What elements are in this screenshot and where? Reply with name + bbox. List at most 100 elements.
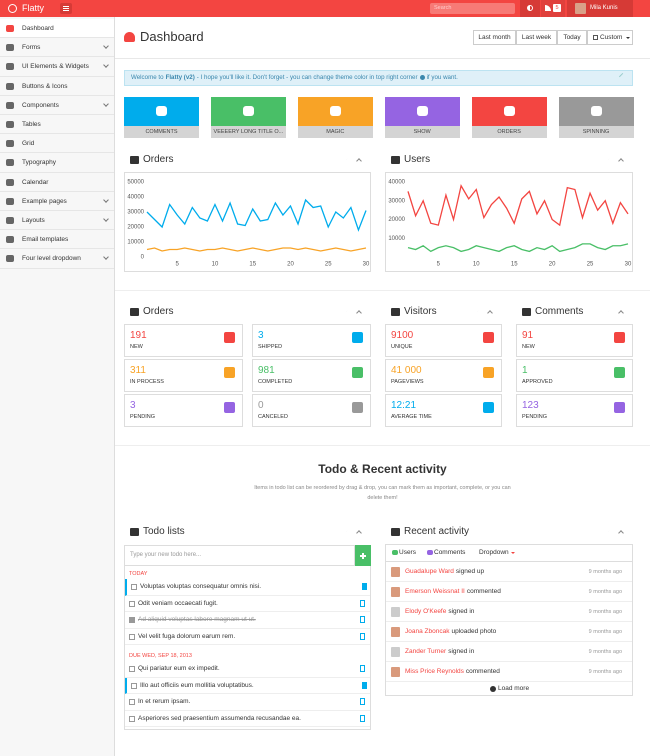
time: 9 months ago <box>588 609 622 615</box>
search-input[interactable]: Search <box>430 3 515 14</box>
stat-box: 12:21 AVERAGE TIME <box>385 394 502 427</box>
user-link[interactable]: Joana Zboncak <box>405 628 450 635</box>
panel-close[interactable] <box>606 157 611 162</box>
checkbox[interactable] <box>129 600 135 607</box>
checkbox[interactable] <box>129 617 135 623</box>
menu-toggle[interactable] <box>60 3 72 14</box>
panel-close[interactable] <box>606 529 611 534</box>
range-button[interactable]: Last week <box>516 30 557 45</box>
sidebar-item[interactable]: Grid <box>0 134 114 154</box>
tile-label: SPINNING <box>582 129 610 135</box>
activity-text: Guadalupe Ward signed up <box>405 562 575 582</box>
stat-icon <box>614 332 625 343</box>
stat-label: APPROVED <box>522 379 553 385</box>
tile[interactable]: VEEEERY LONG TITLE O... <box>210 97 286 138</box>
panel-close[interactable] <box>344 157 349 162</box>
user-link[interactable]: Elody O'Keefe <box>405 608 447 615</box>
tile[interactable]: SHOW <box>384 97 460 138</box>
x-tick-label: 15 <box>511 262 518 268</box>
checkbox[interactable] <box>129 666 135 672</box>
tile[interactable]: SPINNING <box>558 97 634 138</box>
load-more[interactable]: Load more <box>498 685 530 692</box>
stat-label: PAGEVIEWS <box>391 379 424 385</box>
user-link[interactable]: Emerson Weissnat II <box>405 588 465 595</box>
checkbox[interactable] <box>129 699 135 705</box>
brand[interactable]: Flatty <box>22 3 45 13</box>
tile[interactable]: MAGIC <box>297 97 373 138</box>
header-icon <box>124 32 135 42</box>
bookmark[interactable] <box>362 583 367 590</box>
panel-icon <box>391 156 400 164</box>
sidebar-item[interactable]: Dashboard <box>0 19 114 39</box>
sidebar-item[interactable]: Components <box>0 96 114 115</box>
tile[interactable]: ORDERS <box>471 97 547 138</box>
sidebar-label: Forms <box>22 44 41 52</box>
y-tick-label: 10000 <box>388 236 405 242</box>
range-button[interactable]: Custom <box>587 30 633 45</box>
user-link[interactable]: Guadalupe Ward <box>405 568 454 575</box>
stat-icon <box>483 402 494 413</box>
panel-collapse[interactable] <box>356 310 362 316</box>
todo-item: Odit veniam occaecati fugit. <box>125 596 370 612</box>
checkbox[interactable] <box>129 715 135 722</box>
sidebar-item[interactable]: UI Elements & Widgets <box>0 57 114 77</box>
stat-value: 91 <box>522 330 534 341</box>
checkbox[interactable] <box>129 633 135 640</box>
panel-icon <box>130 528 139 536</box>
user-link[interactable]: Zander Turner <box>405 648 447 655</box>
range-button[interactable]: Last month <box>473 30 516 45</box>
panel-collapse[interactable] <box>356 158 362 164</box>
user-link[interactable]: Miss Price Reynolds <box>405 668 464 675</box>
bookmark[interactable] <box>360 714 365 722</box>
rss-icon <box>545 5 551 11</box>
section-subtitle: Items in todo list can be reordered by d… <box>254 485 511 501</box>
bookmark[interactable] <box>360 616 365 623</box>
range-button[interactable]: Today <box>557 30 587 45</box>
chart-box: 0 10000 20000 30000 40000 50000 5 10 15 20 25 30 <box>124 172 371 272</box>
checkbox[interactable] <box>131 682 137 689</box>
add-button[interactable] <box>355 545 371 566</box>
bookmark[interactable] <box>360 698 365 705</box>
sidebar-item[interactable]: Typography <box>0 153 114 173</box>
tab[interactable]: Comments <box>434 549 466 556</box>
panel-collapse[interactable] <box>618 158 624 164</box>
bookmark[interactable] <box>362 681 367 689</box>
bookmark[interactable] <box>360 599 365 607</box>
sidebar-item[interactable]: Layouts <box>0 211 114 231</box>
theme-icon <box>527 5 533 11</box>
checkbox[interactable] <box>131 584 137 590</box>
panel-close[interactable] <box>344 309 349 314</box>
tab[interactable]: Users <box>399 549 416 556</box>
sidebar-item[interactable]: Calendar <box>0 173 114 192</box>
sidebar-item[interactable]: Forms <box>0 38 114 58</box>
sidebar-item[interactable]: Buttons & Icons <box>0 77 114 96</box>
stat-value: 12:21 <box>391 400 417 411</box>
sidebar-item[interactable]: Email templates <box>0 230 114 250</box>
x-tick-label: 10 <box>212 262 219 268</box>
range-label: Today <box>563 34 581 41</box>
sidebar-item[interactable]: Tables <box>0 115 114 135</box>
stat-icon <box>224 332 235 343</box>
panel-collapse[interactable] <box>356 530 362 536</box>
panel-close[interactable] <box>344 529 349 534</box>
tile[interactable]: COMMENTS <box>124 97 199 138</box>
time: 9 months ago <box>588 649 622 655</box>
stat-icon <box>352 402 363 413</box>
stat-box: 191 NEW <box>124 324 243 357</box>
stat-box: 41 000 PAGEVIEWS <box>385 359 502 392</box>
tab[interactable]: Dropdown <box>479 549 509 556</box>
todo-list <box>124 566 371 730</box>
y-tick-label: 30000 <box>388 198 405 204</box>
stat-box: 1 APPROVED <box>516 359 633 392</box>
stat-box: 981 COMPLETED <box>252 359 371 392</box>
bookmark[interactable] <box>360 632 365 640</box>
bookmark[interactable] <box>360 665 365 672</box>
todo-input[interactable]: Type your new todo here... <box>124 545 355 566</box>
todo-heading: TODAY <box>129 571 148 577</box>
stat-label: PENDING <box>522 414 548 420</box>
sidebar-item[interactable]: Four level dropdown <box>0 249 114 269</box>
action: signed in <box>448 608 475 615</box>
sidebar-item[interactable]: Example pages <box>0 192 114 211</box>
sidebar-label: Components <box>22 101 59 109</box>
panel-collapse[interactable] <box>618 530 624 536</box>
